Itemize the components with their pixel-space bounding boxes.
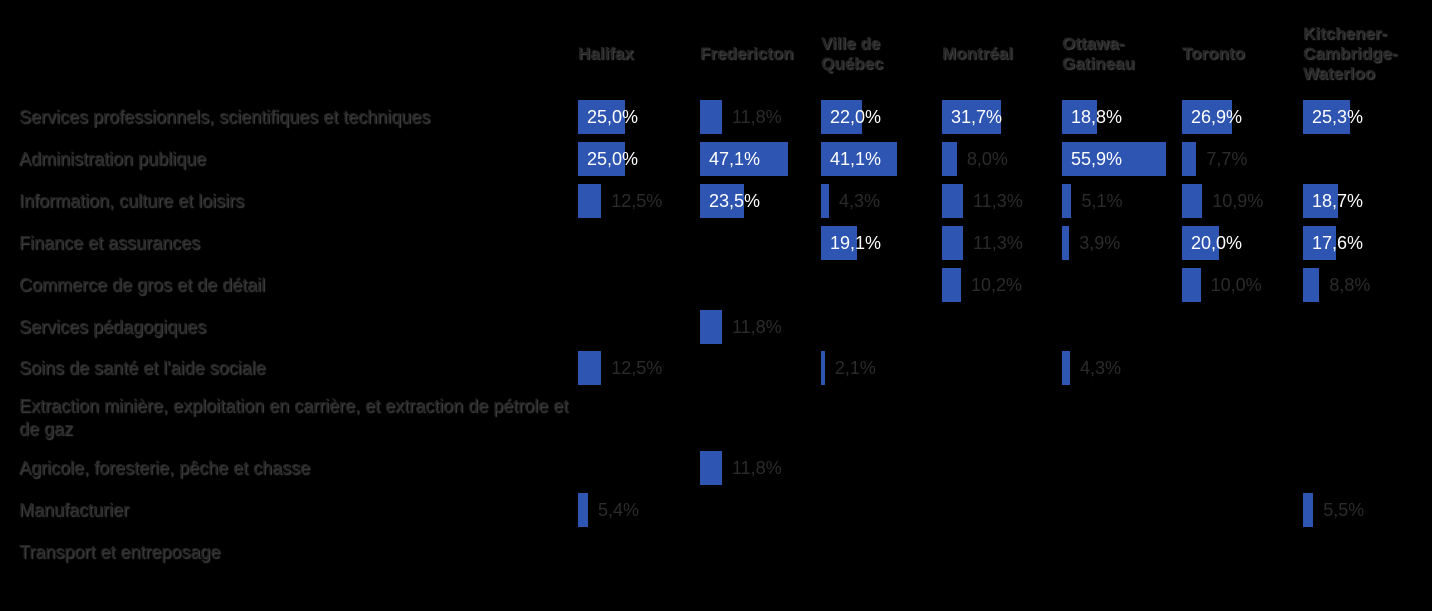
data-label: 17,6% [1312, 233, 1364, 253]
bar [578, 142, 625, 176]
bar [700, 310, 722, 344]
data-label: 41,1% [830, 149, 882, 169]
column-header: Ottawa- Gatineau [1062, 34, 1135, 73]
data-label: 2,1% [834, 358, 876, 378]
row-label: Manufacturier [19, 499, 130, 520]
row-label: Transport et entreposage [19, 541, 221, 562]
bar [942, 268, 961, 302]
bar [821, 100, 862, 134]
bar [1303, 226, 1336, 260]
row-label: Commerce de gros et de détail [19, 274, 266, 295]
bar [1062, 351, 1070, 385]
data-label: 11,3% [973, 233, 1023, 253]
column-header: Ville de Québec [821, 34, 884, 73]
bar [1303, 184, 1338, 218]
data-label: 19,1% [830, 233, 882, 253]
column-header: Fredericton [700, 44, 794, 63]
data-label: 11,8% [731, 458, 782, 478]
data-label: 5,4% [598, 500, 640, 520]
bar [1182, 226, 1220, 260]
data-label: 55,9% [1071, 149, 1123, 169]
data-label: 25,0% [587, 149, 639, 169]
bar [1062, 142, 1166, 176]
bar [700, 451, 722, 485]
data-label: 10,2% [970, 275, 1023, 295]
bar [942, 100, 1001, 134]
data-label: 47,1% [709, 149, 761, 169]
bar [700, 100, 722, 134]
data-label: 10,0% [1210, 275, 1262, 295]
data-label: 31,7% [951, 107, 1003, 127]
bar [942, 226, 964, 260]
column-header: Toronto [1182, 44, 1245, 63]
data-label: 25,3% [1312, 107, 1364, 127]
bar [1062, 226, 1070, 260]
data-label: 22,0% [830, 107, 882, 127]
bar [578, 100, 625, 134]
data-label: 26,9% [1191, 107, 1243, 127]
row-label: Services professionnels, scientifiques e… [19, 106, 431, 127]
bar [578, 351, 602, 385]
data-label: 25,0% [587, 107, 639, 127]
bar [821, 226, 857, 260]
data-label: 5,1% [1081, 191, 1123, 211]
data-label: 18,7% [1312, 191, 1364, 211]
bar [700, 184, 744, 218]
bar [1182, 142, 1197, 176]
row-label: Soins de santé et l'aide sociale [19, 357, 266, 378]
bar [1303, 493, 1314, 527]
bar [942, 184, 964, 218]
bar [578, 493, 589, 527]
data-label: 3,9% [1079, 233, 1121, 253]
data-label: 12,5% [611, 191, 663, 211]
row-label: Information, culture et loisirs [19, 190, 245, 211]
row-label: Finance et assurances [19, 232, 201, 253]
data-label: 4,3% [839, 191, 881, 211]
row-label: Administration publique [19, 148, 207, 169]
bar [1062, 184, 1072, 218]
bar [1062, 100, 1097, 134]
bar [700, 142, 788, 176]
row-label: Services pédagogiques [19, 316, 207, 337]
bar [1182, 184, 1203, 218]
data-label: 7,7% [1206, 149, 1248, 169]
bar [578, 184, 602, 218]
data-label: 10,9% [1212, 191, 1264, 211]
bar [1303, 268, 1320, 302]
data-label: 18,8% [1071, 107, 1123, 127]
data-label: 4,3% [1080, 358, 1122, 378]
bar [1303, 100, 1351, 134]
data-label: 11,3% [973, 191, 1023, 211]
bar [821, 351, 825, 385]
column-header: Montréal [942, 44, 1013, 63]
bar [1182, 268, 1201, 302]
data-label: 11,8% [731, 317, 782, 337]
data-label: 20,0% [1191, 233, 1243, 253]
data-label: 8,8% [1329, 275, 1371, 295]
data-label: 11,8% [731, 107, 782, 127]
data-label: 23,5% [709, 191, 761, 211]
column-header: Halifax [578, 44, 634, 63]
row-label: Agricole, foresterie, pêche et chasse [19, 457, 311, 478]
bar [821, 142, 898, 176]
bar [821, 184, 829, 218]
data-label: 8,0% [966, 149, 1008, 169]
row-label: Extraction minière, exploitation en carr… [19, 396, 569, 439]
bar [942, 142, 957, 176]
data-label: 5,5% [1323, 500, 1365, 520]
column-header: Kitchener- Cambridge- Waterloo [1303, 24, 1398, 83]
bar [1182, 100, 1233, 134]
data-label: 12,5% [611, 358, 663, 378]
